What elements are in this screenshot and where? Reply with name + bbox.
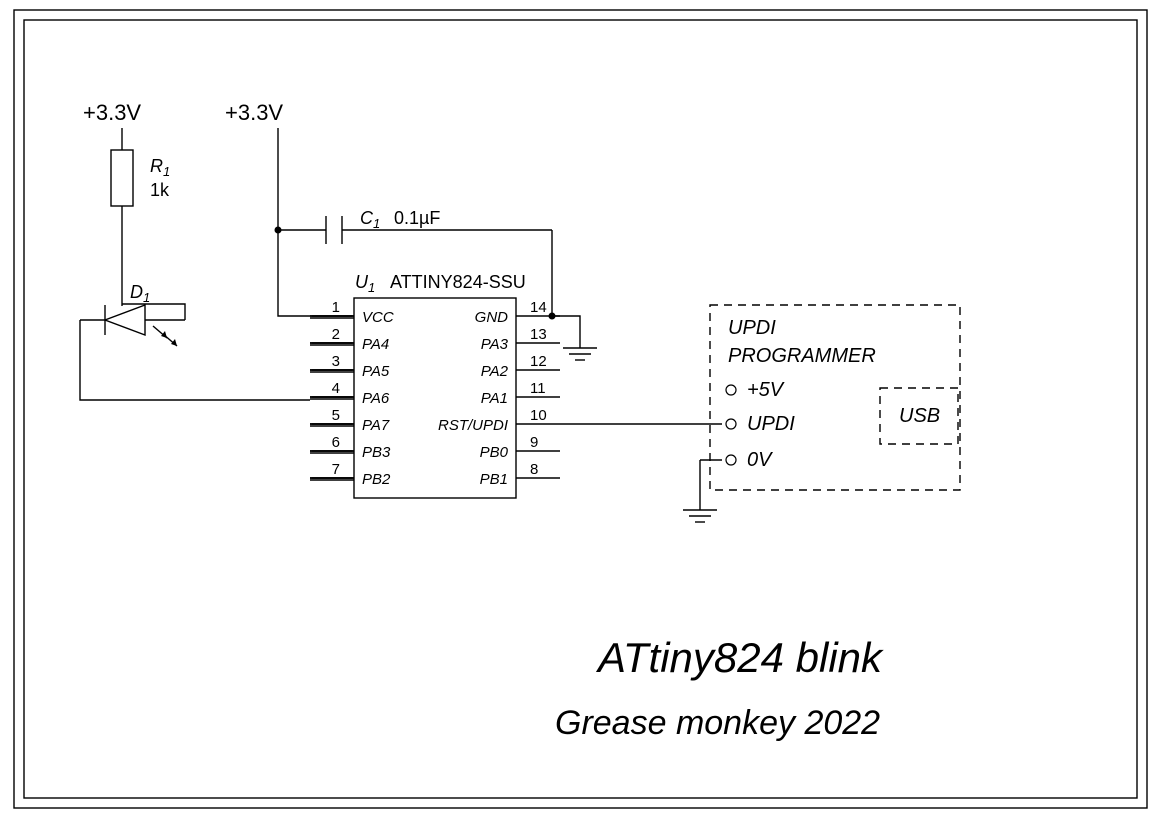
- prog-pin-2: [726, 455, 736, 465]
- prog-pin-label-2: 0V: [747, 449, 773, 471]
- pin-num-7: 7: [332, 461, 340, 478]
- wire-d1-to-pa6: [80, 320, 310, 400]
- frame-inner: [24, 20, 1137, 798]
- pin-name-PA3: PA3: [481, 336, 509, 353]
- programmer-title1: UPDI: [728, 317, 776, 339]
- pin-name-PA5: PA5: [362, 363, 390, 380]
- pin-name-PB2: PB2: [362, 471, 391, 488]
- pin-name-PB3: PB3: [362, 444, 391, 461]
- pin-name-VCC: VCC: [362, 309, 394, 326]
- frame-outer: [14, 10, 1147, 808]
- pin-num-13: 13: [530, 326, 547, 343]
- pin-num-10: 10: [530, 407, 547, 424]
- schematic-author: Grease monkey 2022: [555, 704, 880, 742]
- schematic-title: ATtiny824 blink: [595, 634, 884, 681]
- pin-num-9: 9: [530, 434, 538, 451]
- pin-name-PA7: PA7: [362, 417, 390, 434]
- pin-num-12: 12: [530, 353, 547, 370]
- programmer-title2: PROGRAMMER: [728, 345, 876, 367]
- prog-pin-label-0: +5V: [747, 379, 785, 401]
- pin-num-5: 5: [332, 407, 340, 424]
- c1-ref: C1: [360, 208, 380, 231]
- led-triangle: [105, 305, 145, 335]
- pin-name-PA6: PA6: [362, 390, 390, 407]
- pin-name-PA2: PA2: [481, 363, 509, 380]
- schematic-svg: +3.3V +3.3V R11k D1 C1 0.1µF U1 ATTINY824-SSU 1 V…: [0, 0, 1161, 818]
- pin-num-6: 6: [332, 434, 340, 451]
- u1-part: ATTINY824-SSU: [390, 272, 526, 292]
- usb-label: USB: [899, 405, 940, 427]
- resistor-body: [111, 150, 133, 206]
- pin-num-14: 14: [530, 299, 547, 316]
- c1-value: 0.1µF: [394, 208, 440, 228]
- pin-num-2: 2: [332, 326, 340, 343]
- r1-value: 1k: [150, 180, 170, 200]
- pin-num-8: 8: [530, 461, 538, 478]
- u1-ref: U1: [355, 272, 375, 295]
- pin-name-GND: GND: [475, 309, 509, 326]
- pin-num-11: 11: [530, 380, 546, 397]
- d1-ref: D1: [130, 282, 150, 305]
- pin-name-RST/UPDI: RST/UPDI: [438, 417, 508, 434]
- r1-ref: R1: [150, 156, 170, 179]
- prog-pin-0: [726, 385, 736, 395]
- pin-num-4: 4: [332, 380, 340, 397]
- net-label-r_supply: +3.3V: [83, 100, 141, 125]
- prog-pin-1: [726, 419, 736, 429]
- pin-name-PA1: PA1: [481, 390, 508, 407]
- wire-vcc: [278, 128, 310, 316]
- prog-pin-label-1: UPDI: [747, 413, 795, 435]
- net-label-u1_supply: +3.3V: [225, 100, 283, 125]
- pin-num-3: 3: [332, 353, 340, 370]
- pin-name-PB1: PB1: [480, 471, 508, 488]
- pin-name-PA4: PA4: [362, 336, 389, 353]
- pin-name-PB0: PB0: [480, 444, 509, 461]
- pin-num-1: 1: [332, 299, 340, 316]
